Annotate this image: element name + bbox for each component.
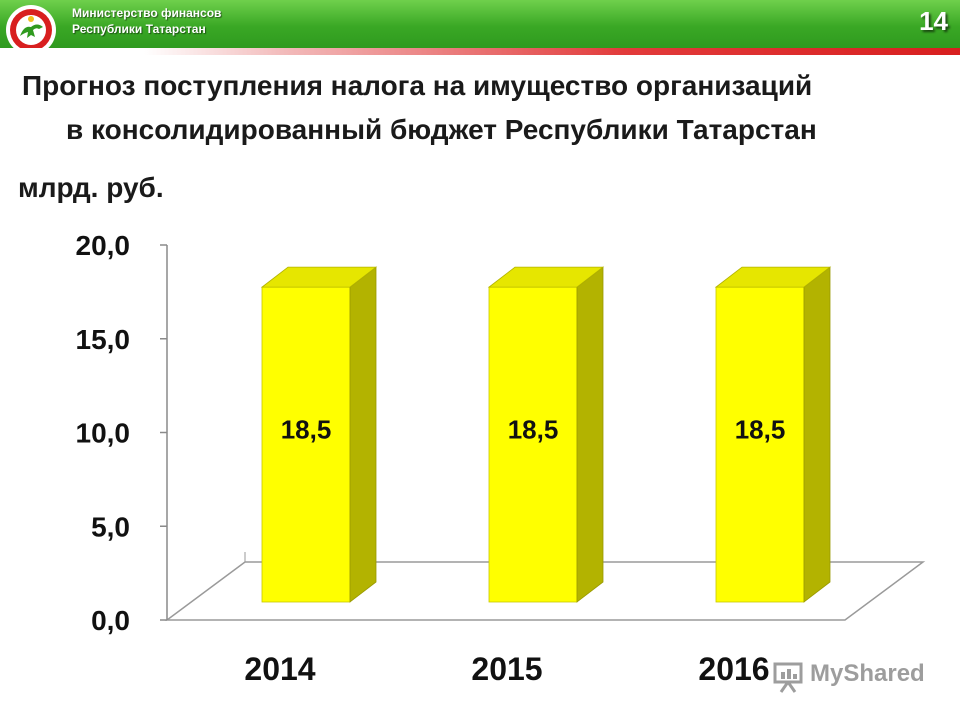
x-category-label: 2015 [471,651,542,687]
slide-title-line1: Прогноз поступления налога на имущество … [22,70,813,101]
bar-2015 [488,286,578,603]
y-tick-label: 20,0 [76,230,131,261]
header-bar: Министерство финансов Республики Татарст… [0,0,960,55]
slide-title: Прогноз поступления налога на имущество … [0,64,960,152]
data-label: 18,5 [281,415,332,445]
bar-side-2016 [803,266,831,603]
header-stripe [0,48,960,55]
org-name-line1: Министерство финансов [72,6,222,20]
bar-side-2014 [349,266,377,603]
bar-2014 [261,286,351,603]
slide-number: 14 [919,6,948,36]
watermark-text: MyShared [810,660,925,687]
tatarstan-emblem-icon [6,5,56,55]
chart-floor [164,561,926,621]
bar-top-2015 [487,266,605,288]
data-label: 18,5 [508,415,559,445]
slide-title-line2: в консолидированный бюджет Республики Та… [66,114,817,145]
bar-top-2014 [260,266,378,288]
bar-top-2016 [714,266,832,288]
presentation-board-icon [773,662,803,693]
data-label: 18,5 [735,415,786,445]
y-tick-label: 10,0 [76,418,131,449]
y-tick-label: 5,0 [91,511,130,542]
bar-2016 [715,286,805,603]
y-tick-label: 0,0 [91,605,130,636]
bar-side-2015 [576,266,604,603]
y-tick-label: 15,0 [76,324,131,355]
x-category-label: 2014 [244,651,315,687]
organization-name: Министерство финансов Республики Татарст… [72,5,221,37]
unit-label: млрд. руб. [18,172,164,203]
x-category-label: 2016 [698,651,769,687]
org-name-line2: Республики Татарстан [72,22,206,36]
watermark: MyShared [770,658,940,694]
